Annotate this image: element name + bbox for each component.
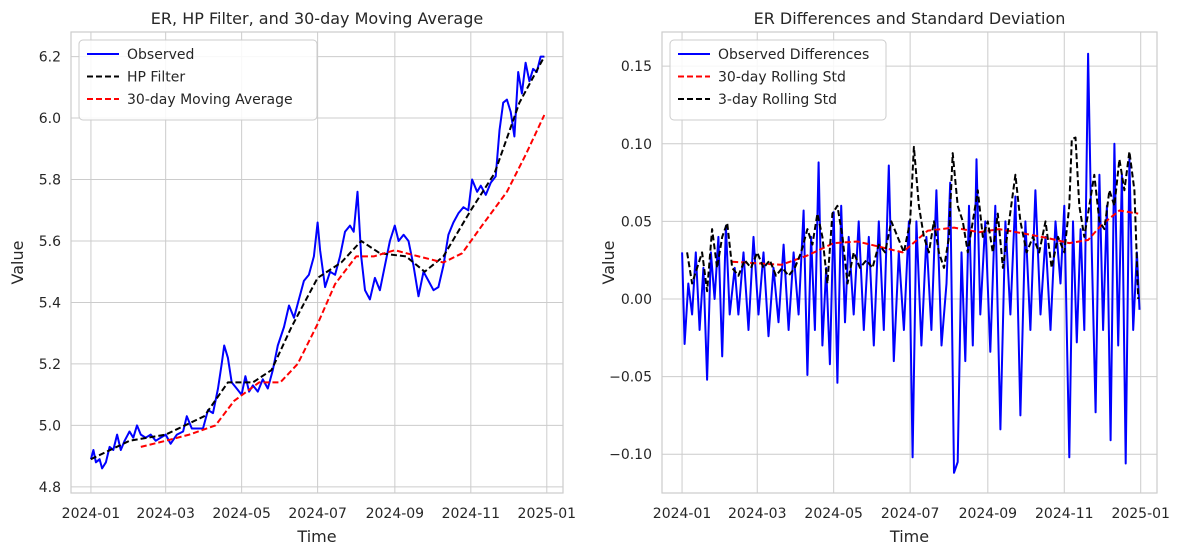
- x-tick-label: 2024-11: [1035, 506, 1094, 522]
- x-tick-label: 2024-07: [881, 506, 940, 522]
- x-tick-label: 2024-09: [366, 506, 425, 522]
- chart-title: ER Differences and Standard Deviation: [754, 9, 1066, 28]
- x-tick-label: 2024-05: [212, 506, 271, 522]
- x-tick-label: 2024-11: [442, 506, 501, 522]
- y-tick-label: −0.10: [609, 447, 652, 463]
- legend-label: 3-day Rolling Std: [718, 92, 837, 108]
- y-tick-label: 4.8: [39, 480, 61, 496]
- legend: Observed HP Filter 30-day Moving Average: [78, 39, 318, 121]
- y-tick-label: 0.15: [621, 59, 652, 75]
- plot-area-frame: [661, 31, 1158, 494]
- y-tick-label: 0.10: [621, 137, 652, 153]
- y-tick-label: 5.6: [39, 234, 61, 250]
- legend-box: [78, 39, 318, 121]
- legend-box: [669, 39, 887, 121]
- y-tick-label: 5.0: [39, 418, 61, 434]
- x-tick-label: 2024-03: [136, 506, 195, 522]
- x-tick-label: 2024-09: [959, 506, 1018, 522]
- y-tick-label: 5.4: [39, 295, 61, 311]
- y-tick-label: 5.2: [39, 357, 61, 373]
- x-tick-label: 2024-01: [653, 506, 712, 522]
- series-line-3: [686, 136, 1140, 300]
- y-tick-label: −0.05: [609, 370, 652, 386]
- series-line-1: [89, 55, 545, 470]
- y-axis-label: Value: [599, 241, 618, 285]
- legend-label: Observed: [127, 47, 194, 63]
- legend-label: Observed Differences: [718, 47, 869, 63]
- y-axis-label: Value: [8, 241, 27, 285]
- plot-area-frame: [70, 31, 564, 494]
- y-tick-label: 5.8: [39, 173, 61, 189]
- legend-label: 30-day Moving Average: [127, 92, 293, 108]
- series-line-3: [140, 114, 546, 448]
- x-tick-label: 2025-01: [1111, 506, 1170, 522]
- series-line-2: [90, 56, 546, 461]
- y-tick-label: 6.2: [39, 50, 61, 66]
- series-line-2: [732, 209, 1139, 266]
- x-tick-label: 2024-05: [804, 506, 863, 522]
- x-axis-label: Time: [889, 527, 929, 546]
- x-axis-label: Time: [296, 527, 336, 546]
- chart-panel-1: 2024-01 2024-03 2024-05 2024-07 2024-09 2024-…: [8, 9, 576, 546]
- y-tick-label: 6.0: [39, 111, 61, 127]
- legend: Observed Differences 30-day Rolling Std 3-…: [669, 39, 887, 121]
- legend-label: 30-day Rolling Std: [718, 70, 846, 86]
- x-tick-label: 2025-01: [518, 506, 577, 522]
- chart-title: ER, HP Filter, and 30-day Moving Average: [151, 9, 483, 28]
- x-tick-label: 2024-07: [288, 506, 347, 522]
- x-tick-label: 2024-03: [728, 506, 787, 522]
- chart-panel-2: 2024-01 2024-03 2024-05 2024-07 2024-09 2024-…: [599, 9, 1170, 546]
- y-tick-label: 0.00: [621, 292, 652, 308]
- x-tick-label: 2024-01: [62, 506, 121, 522]
- y-tick-label: 0.05: [621, 214, 652, 230]
- legend-label: HP Filter: [127, 70, 185, 86]
